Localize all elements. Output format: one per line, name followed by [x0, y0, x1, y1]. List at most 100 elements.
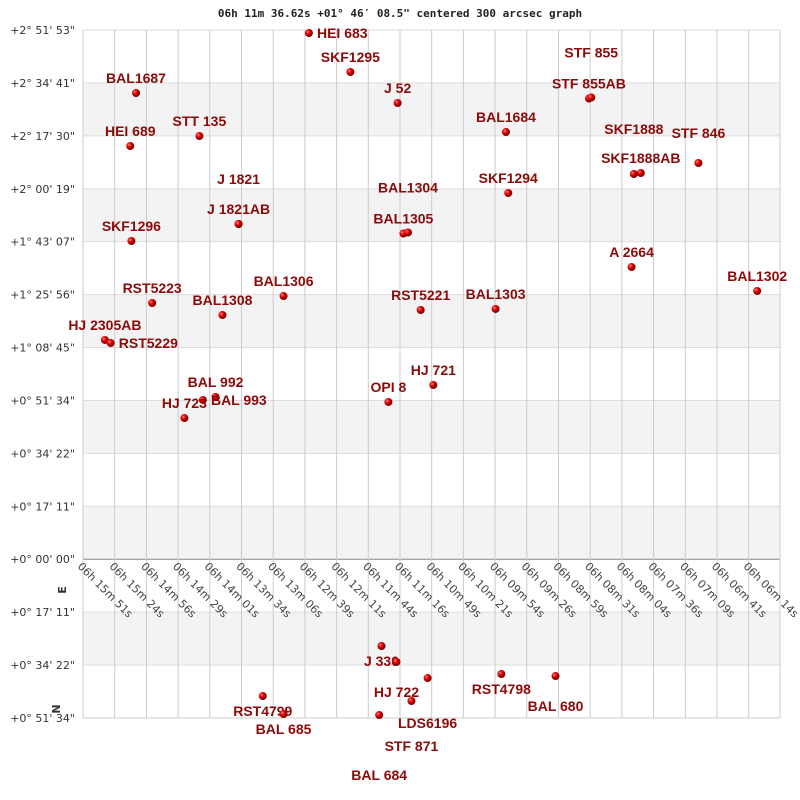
star-label: BAL1684 — [476, 109, 536, 125]
y-tick-label: +0° 34' 22" — [10, 659, 75, 672]
star-label: J 1821 — [217, 171, 260, 187]
star-point: J 52 — [384, 80, 411, 108]
star-point: BAL 685 — [256, 710, 312, 737]
star-marker — [551, 672, 560, 681]
star-label: RST5229 — [119, 335, 178, 351]
star-point: HEI 683 — [304, 25, 368, 41]
star-label: SKF1888 — [604, 121, 663, 137]
star-marker — [258, 692, 267, 701]
chart-title: 06h 11m 36.62s +01° 46′ 08.5" centered 3… — [218, 7, 582, 20]
star-point: STT 135 — [173, 113, 227, 141]
star-label: STT 135 — [173, 113, 227, 129]
star-marker — [423, 674, 432, 683]
star-label: SKF1296 — [102, 218, 161, 234]
star-point: RST5229 — [106, 335, 178, 351]
star-label: BAL 684 — [351, 767, 407, 783]
star-marker — [132, 88, 141, 97]
star-point: BAL1303 — [466, 286, 526, 313]
star-marker — [279, 710, 288, 719]
star-marker — [393, 99, 402, 108]
star-label: HEI 689 — [105, 123, 156, 139]
star-label: J 52 — [384, 80, 411, 96]
star-marker — [504, 188, 513, 197]
star-point: SKF1294 — [479, 170, 538, 197]
star-point: STF 855 — [564, 45, 618, 102]
star-point: J 330 — [364, 641, 399, 669]
star-marker — [416, 306, 425, 315]
star-label: BAL1304 — [378, 179, 438, 195]
star-marker — [377, 641, 386, 650]
star-point: HJ 723 — [162, 395, 207, 423]
star-label: STF 871 — [385, 738, 439, 754]
star-marker — [304, 28, 313, 37]
star-label: A 2664 — [609, 244, 654, 260]
y-tick-label: +1° 25' 56" — [10, 289, 75, 302]
star-label: HJ 2305AB — [68, 317, 141, 333]
y-tick-label: +0° 17' 11" — [10, 606, 75, 619]
star-point: SKF1888AB — [601, 150, 680, 177]
star-marker — [501, 128, 510, 137]
star-point: BAL1302 — [727, 268, 787, 295]
star-label: BAL1308 — [192, 292, 252, 308]
star-marker — [497, 670, 506, 679]
compass-east-label: E — [56, 586, 69, 594]
star-point: STF 846 — [672, 125, 725, 168]
star-point: BAL 993 — [198, 392, 267, 408]
star-point: A 2664 — [609, 244, 654, 272]
star-label: SKF1888AB — [601, 150, 680, 166]
star-label: HJ 722 — [374, 684, 419, 700]
star-label: SKF1294 — [479, 170, 538, 186]
star-marker — [403, 228, 412, 237]
star-label: BAL1687 — [106, 70, 166, 86]
star-marker — [429, 381, 438, 390]
y-tick-label: +2° 17' 30" — [10, 130, 75, 143]
star-point: LDS6196 — [398, 674, 457, 731]
star-label: HJ 723 — [162, 395, 207, 411]
star-label: LDS6196 — [398, 715, 457, 731]
star-marker — [629, 170, 638, 179]
star-marker — [753, 286, 762, 295]
star-label: J 1821AB — [207, 201, 270, 217]
star-label: BAL1303 — [466, 286, 526, 302]
y-tick-label: +1° 08' 45" — [10, 342, 75, 355]
star-marker — [375, 710, 384, 719]
star-point: BAL1306 — [254, 273, 314, 301]
y-tick-label: +0° 17' 11" — [10, 500, 75, 513]
y-tick-label: +2° 34' 41" — [10, 77, 75, 90]
star-point: BAL1304 — [378, 179, 438, 237]
star-label: OPI 8 — [371, 379, 407, 395]
star-label: STF 855 — [564, 45, 618, 61]
star-marker — [195, 132, 204, 141]
star-label: BAL 993 — [211, 392, 267, 408]
star-marker — [384, 397, 393, 406]
star-marker — [180, 414, 189, 423]
star-point: RST5221 — [391, 287, 450, 315]
star-label: J 330 — [364, 653, 399, 669]
star-marker — [126, 141, 135, 150]
star-point: BAL 992 — [188, 374, 244, 401]
star-label: BAL 680 — [528, 698, 584, 714]
star-label: STF 855AB — [552, 76, 626, 92]
star-marker — [127, 237, 136, 246]
star-point: RST5223 — [123, 280, 182, 308]
star-point: RST4799 — [233, 692, 293, 719]
star-label: BAL 685 — [256, 721, 312, 737]
star-marker — [694, 159, 703, 168]
star-label: BAL1305 — [373, 210, 433, 226]
star-marker — [211, 392, 220, 401]
star-marker — [279, 292, 288, 301]
star-marker — [627, 263, 636, 272]
star-label: HJ 721 — [411, 362, 456, 378]
star-label: RST5221 — [391, 287, 450, 303]
star-marker — [346, 68, 355, 77]
y-tick-label: +0° 00' 00" — [10, 553, 75, 566]
star-label: BAL1306 — [254, 273, 314, 289]
star-point: HJ 721 — [411, 362, 456, 390]
star-point: J 1821 — [217, 171, 260, 228]
star-marker — [636, 168, 645, 177]
star-marker — [491, 304, 500, 313]
star-point: HJ 722 — [374, 657, 419, 700]
star-label: RST5223 — [123, 280, 182, 296]
star-label: RST4798 — [472, 681, 531, 697]
star-point: BAL1684 — [476, 109, 536, 137]
